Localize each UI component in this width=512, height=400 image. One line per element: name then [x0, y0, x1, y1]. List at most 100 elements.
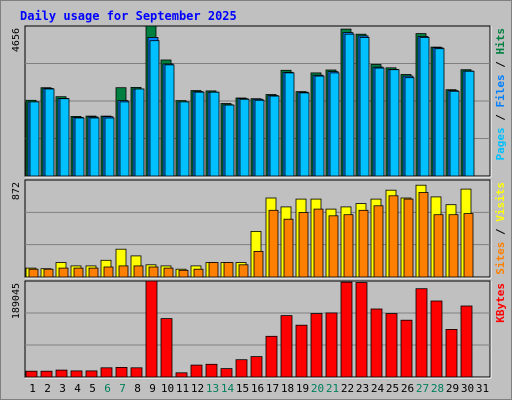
kbytes-bar-24 [370, 308, 383, 378]
pages-bar-6 [104, 117, 115, 177]
pages-bar-30 [464, 70, 475, 177]
pages-bar-27 [419, 37, 430, 177]
pages-bar-16 [254, 99, 265, 177]
x-tick-label: 13 [206, 382, 219, 395]
x-tick-label: 16 [251, 382, 264, 395]
kbytes-bar-12 [190, 364, 203, 378]
sites-bar-21 [328, 215, 339, 278]
x-tick-label: 18 [281, 382, 294, 395]
x-tick-label: 31 [476, 382, 489, 395]
pages-bar-5 [89, 117, 100, 177]
x-tick-label: 28 [431, 382, 444, 395]
kbytes-bar-27 [415, 288, 428, 378]
sites-bar-8 [133, 265, 144, 278]
pages-bar-24 [374, 67, 385, 177]
legend-hits: Hits [494, 28, 507, 55]
pages-bar-29 [449, 90, 460, 177]
sites-bar-26 [403, 198, 414, 278]
legend-files: Files [494, 74, 507, 107]
series-sites [28, 192, 474, 278]
kbytes-bar-26 [400, 319, 413, 378]
sites-bar-1 [28, 268, 39, 278]
x-tick-label: 9 [149, 382, 156, 395]
pages-bar-15 [239, 98, 250, 177]
kbytes-bar-16 [250, 356, 263, 378]
pages-bar-12 [194, 91, 205, 177]
kbytes-bar-21 [325, 312, 338, 378]
pages-bar-8 [134, 88, 145, 177]
sites-bar-15 [238, 264, 249, 278]
sites-bar-27 [418, 192, 429, 278]
kbytes-bar-11 [175, 372, 188, 378]
x-tick-label: 12 [191, 382, 204, 395]
kbytes-bar-20 [310, 313, 323, 378]
y-max-label: 4656 [11, 28, 22, 52]
x-tick-label: 29 [446, 382, 459, 395]
x-tick-label: 17 [266, 382, 279, 395]
sites-bar-25 [388, 195, 399, 278]
kbytes-bar-14 [220, 368, 233, 378]
x-tick-label: 15 [236, 382, 249, 395]
sites-bar-13 [208, 262, 219, 278]
kbytes-bar-4 [70, 370, 83, 378]
pages-bar-20 [314, 75, 325, 177]
sites-bar-16 [253, 250, 264, 278]
sites-bar-30 [463, 213, 474, 278]
panel-3: 189045 KBytes [11, 280, 507, 379]
x-tick-label: 2 [44, 382, 51, 395]
legend-separator: / [494, 108, 507, 128]
pages-bar-28 [434, 48, 445, 177]
pages-bar-4 [74, 117, 85, 177]
sites-bar-14 [223, 262, 234, 278]
y-max-label: 872 [11, 182, 22, 200]
x-tick-label: 21 [326, 382, 339, 395]
kbytes-bar-5 [85, 370, 98, 378]
pages-bar-18 [284, 72, 295, 177]
kbytes-bar-28 [430, 300, 443, 378]
x-tick-label: 23 [356, 382, 369, 395]
sites-bar-19 [298, 212, 309, 278]
kbytes-bar-23 [355, 282, 368, 378]
legend-sites: Sites [494, 242, 507, 275]
kbytes-bar-22 [340, 281, 353, 378]
sites-bar-11 [178, 269, 189, 278]
x-tick-label: 27 [416, 382, 429, 395]
kbytes-bar-7 [115, 366, 128, 378]
kbytes-bar-18 [280, 315, 293, 378]
sites-bar-18 [283, 218, 294, 278]
kbytes-bar-1 [25, 370, 38, 378]
pages-bar-1 [29, 101, 40, 177]
kbytes-bar-8 [130, 367, 143, 378]
sites-bar-5 [88, 267, 99, 278]
sites-bar-2 [43, 268, 54, 278]
legend-separator: / [494, 55, 507, 75]
pages-bar-23 [359, 37, 370, 177]
kbytes-bar-3 [55, 369, 68, 378]
sites-bar-4 [73, 267, 84, 278]
pages-bar-2 [44, 88, 55, 177]
kbytes-bar-29 [445, 328, 458, 378]
x-tick-label: 1 [29, 382, 36, 395]
pages-bar-11 [179, 101, 190, 177]
pages-bar-9 [149, 40, 160, 177]
pages-bar-17 [269, 95, 280, 177]
x-tick-label: 30 [461, 382, 474, 395]
x-tick-label: 11 [176, 382, 189, 395]
x-tick-label: 14 [221, 382, 235, 395]
kbytes-bar-17 [265, 335, 278, 378]
sites-bar-7 [118, 265, 129, 278]
sites-bar-28 [433, 214, 444, 278]
panel-legend: Sites / Visits [494, 182, 507, 275]
kbytes-bar-2 [40, 370, 53, 378]
legend-kbytes: KBytes [494, 283, 507, 323]
x-tick-label: 25 [386, 382, 399, 395]
x-tick-label: 10 [161, 382, 174, 395]
x-tick-label: 4 [74, 382, 81, 395]
sites-bar-22 [343, 214, 354, 278]
pages-bar-19 [299, 92, 310, 177]
pages-bar-3 [59, 98, 70, 177]
sites-bar-20 [313, 208, 324, 278]
x-tick-label: 6 [104, 382, 111, 395]
series-kbytes [25, 280, 473, 378]
